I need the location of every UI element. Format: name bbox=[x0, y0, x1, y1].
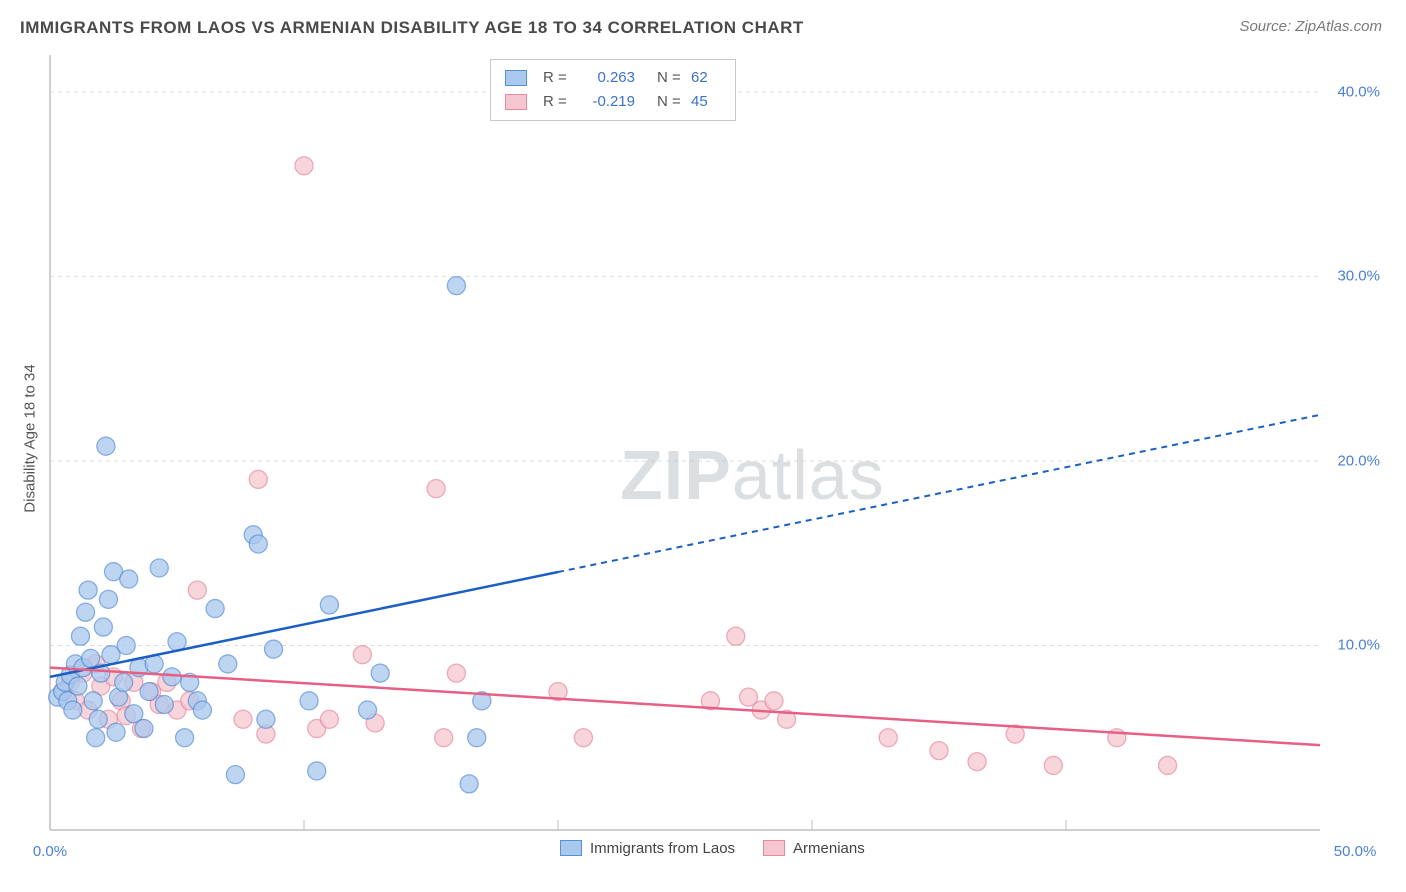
legend-r-label: R = bbox=[543, 66, 569, 90]
legend-r-value: -0.219 bbox=[577, 90, 635, 114]
legend-swatch bbox=[505, 70, 527, 86]
series-legend: Immigrants from Laos Armenians bbox=[560, 840, 865, 857]
legend-n-value: 45 bbox=[691, 90, 721, 114]
x-tick-label: 0.0% bbox=[33, 843, 67, 860]
legend-item: Immigrants from Laos bbox=[560, 840, 735, 857]
legend-label: Armenians bbox=[793, 840, 865, 857]
source-label: Source: ZipAtlas.com bbox=[1239, 18, 1382, 35]
chart-title: IMMIGRANTS FROM LAOS VS ARMENIAN DISABIL… bbox=[20, 18, 804, 38]
y-tick-label: 40.0% bbox=[1337, 83, 1380, 100]
correlation-legend: R = 0.263 N = 62 R = -0.219 N = 45 bbox=[490, 59, 736, 121]
legend-swatch bbox=[763, 840, 785, 856]
y-tick-label: 30.0% bbox=[1337, 268, 1380, 285]
legend-n-value: 62 bbox=[691, 66, 721, 90]
legend-label: Immigrants from Laos bbox=[590, 840, 735, 857]
legend-swatch bbox=[560, 840, 582, 856]
legend-r-value: 0.263 bbox=[577, 66, 635, 90]
legend-swatch bbox=[505, 94, 527, 110]
legend-r-label: R = bbox=[543, 90, 569, 114]
chart-plot-area: 10.0%20.0%30.0%40.0%0.0%50.0%ZIPatlasR =… bbox=[50, 55, 1320, 830]
y-tick-label: 10.0% bbox=[1337, 637, 1380, 654]
x-tick-label: 50.0% bbox=[1334, 843, 1377, 860]
y-axis-label: Disability Age 18 to 34 bbox=[22, 339, 39, 539]
y-tick-label: 20.0% bbox=[1337, 452, 1380, 469]
legend-item: Armenians bbox=[763, 840, 865, 857]
legend-n-label: N = bbox=[657, 66, 683, 90]
legend-n-label: N = bbox=[657, 90, 683, 114]
